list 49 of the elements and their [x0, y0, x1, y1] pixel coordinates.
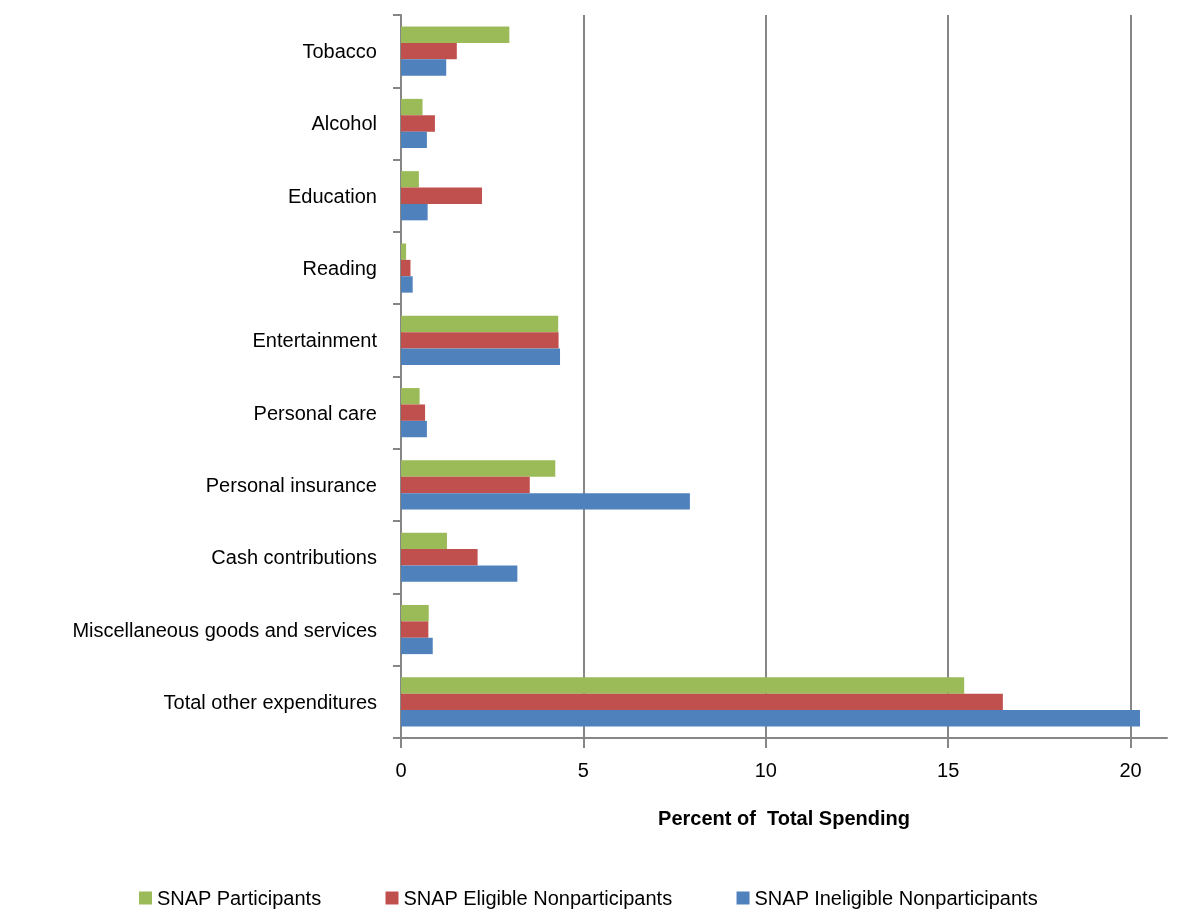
bar [401, 26, 510, 43]
bar [401, 565, 518, 582]
bar [401, 549, 478, 566]
bar [401, 315, 559, 333]
y-tick-label: Personal care [253, 401, 377, 424]
x-tick-label: 5 [577, 759, 589, 781]
x-tick-label: 20 [1119, 759, 1142, 781]
y-tick-label: Tobacco [302, 40, 377, 63]
bar [401, 677, 965, 694]
bar [401, 42, 457, 60]
bar [401, 604, 429, 622]
x-tick-label: 0 [395, 759, 407, 781]
y-tick-label: Personal insurance [205, 473, 377, 496]
bar [401, 276, 413, 293]
bar [401, 259, 411, 277]
y-tick-label: Miscellaneous goods and services [72, 618, 377, 641]
bar [401, 187, 482, 204]
bar [401, 476, 530, 494]
bar [401, 203, 428, 221]
y-tick-label: Alcohol [311, 112, 377, 135]
bar [401, 348, 561, 365]
bar [401, 420, 427, 438]
bar [401, 243, 407, 260]
bar [401, 493, 690, 510]
y-tick-label: Entertainment [252, 329, 378, 352]
bar [401, 532, 447, 550]
x-tick-label: 15 [937, 759, 960, 781]
bar [401, 621, 429, 638]
bar [401, 460, 556, 477]
bar [401, 332, 559, 349]
legend-label: SNAP Eligible Nonparticipants [403, 887, 673, 909]
bar [401, 637, 433, 655]
legend-label: SNAP Ineligible Nonparticipants [754, 887, 1038, 909]
y-tick-label: Reading [302, 257, 377, 280]
bar [401, 388, 420, 405]
y-tick-label: Education [288, 184, 377, 207]
bar [401, 171, 419, 188]
bar [401, 98, 423, 116]
legend-label: SNAP Participants [156, 887, 322, 909]
bar [401, 710, 1141, 727]
y-tick-label: Total other expenditures [163, 690, 377, 713]
bar [401, 693, 1003, 711]
bar [401, 404, 426, 421]
bar [401, 115, 435, 132]
y-tick-label: Cash contributions [211, 546, 377, 569]
bar [401, 59, 447, 76]
x-axis-title: Percent of Total Spending [658, 807, 910, 829]
bar [401, 131, 427, 149]
x-tick-label: 10 [754, 759, 777, 781]
